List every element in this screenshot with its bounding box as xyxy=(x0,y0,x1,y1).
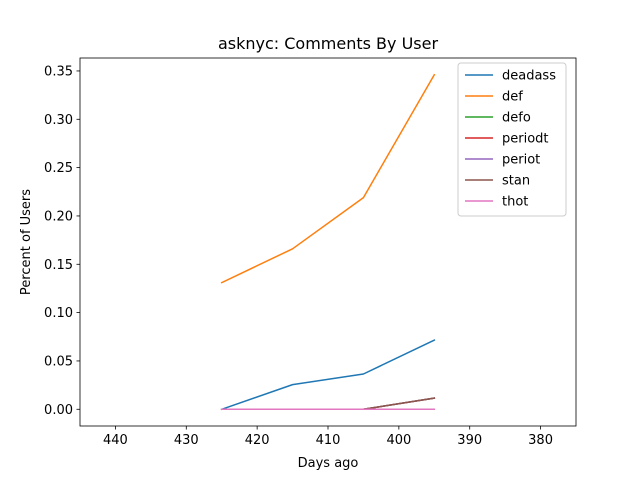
legend-label-periodt: periodt xyxy=(502,132,549,147)
plot-layer: 440 430 420 410 400 390 380 0.00 0.05 0.10 0.15 0.2… xyxy=(44,57,577,448)
y-tick-label: 0.00 xyxy=(44,403,73,418)
legend-label-stan: stan xyxy=(502,174,530,189)
y-tick-label: 0.20 xyxy=(44,209,73,224)
x-tick-label: 420 xyxy=(245,433,270,448)
series-line-def xyxy=(220,73,436,284)
y-tick-label: 0.05 xyxy=(44,354,73,369)
legend-label-periot: periot xyxy=(502,153,540,168)
legend-box xyxy=(457,62,567,217)
y-tick-label: 0.10 xyxy=(44,306,73,321)
y-tick-label: 0.35 xyxy=(44,64,73,79)
y-tick-label: 0.25 xyxy=(44,161,73,176)
x-tick-label: 390 xyxy=(457,433,482,448)
x-tick-label: 440 xyxy=(103,433,128,448)
x-axis-label: Days ago xyxy=(298,456,359,471)
y-tick-label: 0.30 xyxy=(44,113,73,128)
x-tick-label: 410 xyxy=(316,433,341,448)
series-line-deadass xyxy=(220,339,436,411)
y-tick-label: 0.15 xyxy=(44,258,73,273)
legend-label-deadass: deadass xyxy=(502,69,556,84)
legend: deadass def defo periodt periot stan thot xyxy=(457,62,567,217)
x-tick-label: 430 xyxy=(174,433,199,448)
legend-label-def: def xyxy=(502,90,523,105)
legend-label-defo: defo xyxy=(502,111,531,126)
y-axis-label: Percent of Users xyxy=(19,189,34,295)
chart-title: asknyc: Comments By User xyxy=(218,34,439,53)
legend-label-thot: thot xyxy=(502,195,528,210)
x-tick-label: 380 xyxy=(528,433,553,448)
x-tick-label: 400 xyxy=(386,433,411,448)
